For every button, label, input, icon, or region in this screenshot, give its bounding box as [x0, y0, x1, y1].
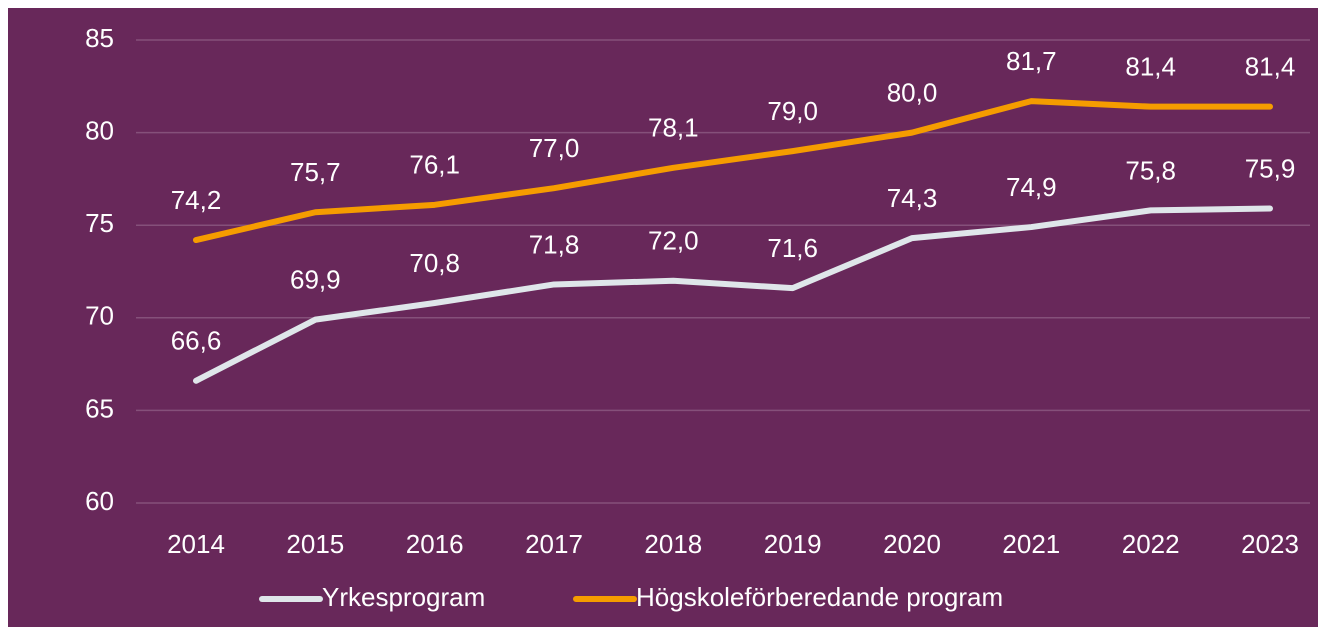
x-tick-label: 2021: [1002, 529, 1060, 559]
x-tick-label: 2017: [525, 529, 583, 559]
data-label: 74,9: [1006, 172, 1057, 202]
data-label: 81,4: [1125, 52, 1176, 82]
y-tick-label: 65: [85, 393, 114, 423]
data-label: 76,1: [409, 150, 460, 180]
x-tick-label: 2015: [286, 529, 344, 559]
data-label: 81,4: [1245, 52, 1296, 82]
data-label: 70,8: [409, 248, 460, 278]
data-label: 71,8: [529, 229, 580, 259]
data-label: 74,2: [171, 185, 222, 215]
data-label: 75,8: [1125, 155, 1176, 185]
legend-label: Yrkesprogram: [322, 582, 485, 612]
data-label: 77,0: [529, 133, 580, 163]
y-tick-label: 75: [85, 208, 114, 238]
data-label: 81,7: [1006, 46, 1057, 76]
data-label: 75,9: [1245, 153, 1296, 183]
data-label: 66,6: [171, 326, 222, 356]
x-tick-label: 2022: [1122, 529, 1180, 559]
data-label: 79,0: [767, 96, 818, 126]
x-tick-label: 2018: [644, 529, 702, 559]
legend-label: Högskoleförberedande program: [636, 582, 1003, 612]
series-line: [193, 98, 1273, 244]
data-label: 78,1: [648, 113, 699, 143]
data-label: 72,0: [648, 226, 699, 256]
y-tick-label: 85: [85, 23, 114, 53]
series-line: [193, 205, 1273, 384]
y-tick-label: 70: [85, 301, 114, 331]
x-tick-label: 2020: [883, 529, 941, 559]
y-tick-label: 60: [85, 486, 114, 516]
data-label: 69,9: [290, 265, 341, 295]
x-tick-label: 2023: [1241, 529, 1299, 559]
x-tick-label: 2019: [764, 529, 822, 559]
y-tick-label: 80: [85, 115, 114, 145]
data-label: 80,0: [887, 77, 938, 107]
data-label: 71,6: [767, 233, 818, 263]
data-label: 75,7: [290, 157, 341, 187]
x-tick-label: 2016: [406, 529, 464, 559]
data-label: 74,3: [887, 183, 938, 213]
x-tick-label: 2014: [167, 529, 225, 559]
